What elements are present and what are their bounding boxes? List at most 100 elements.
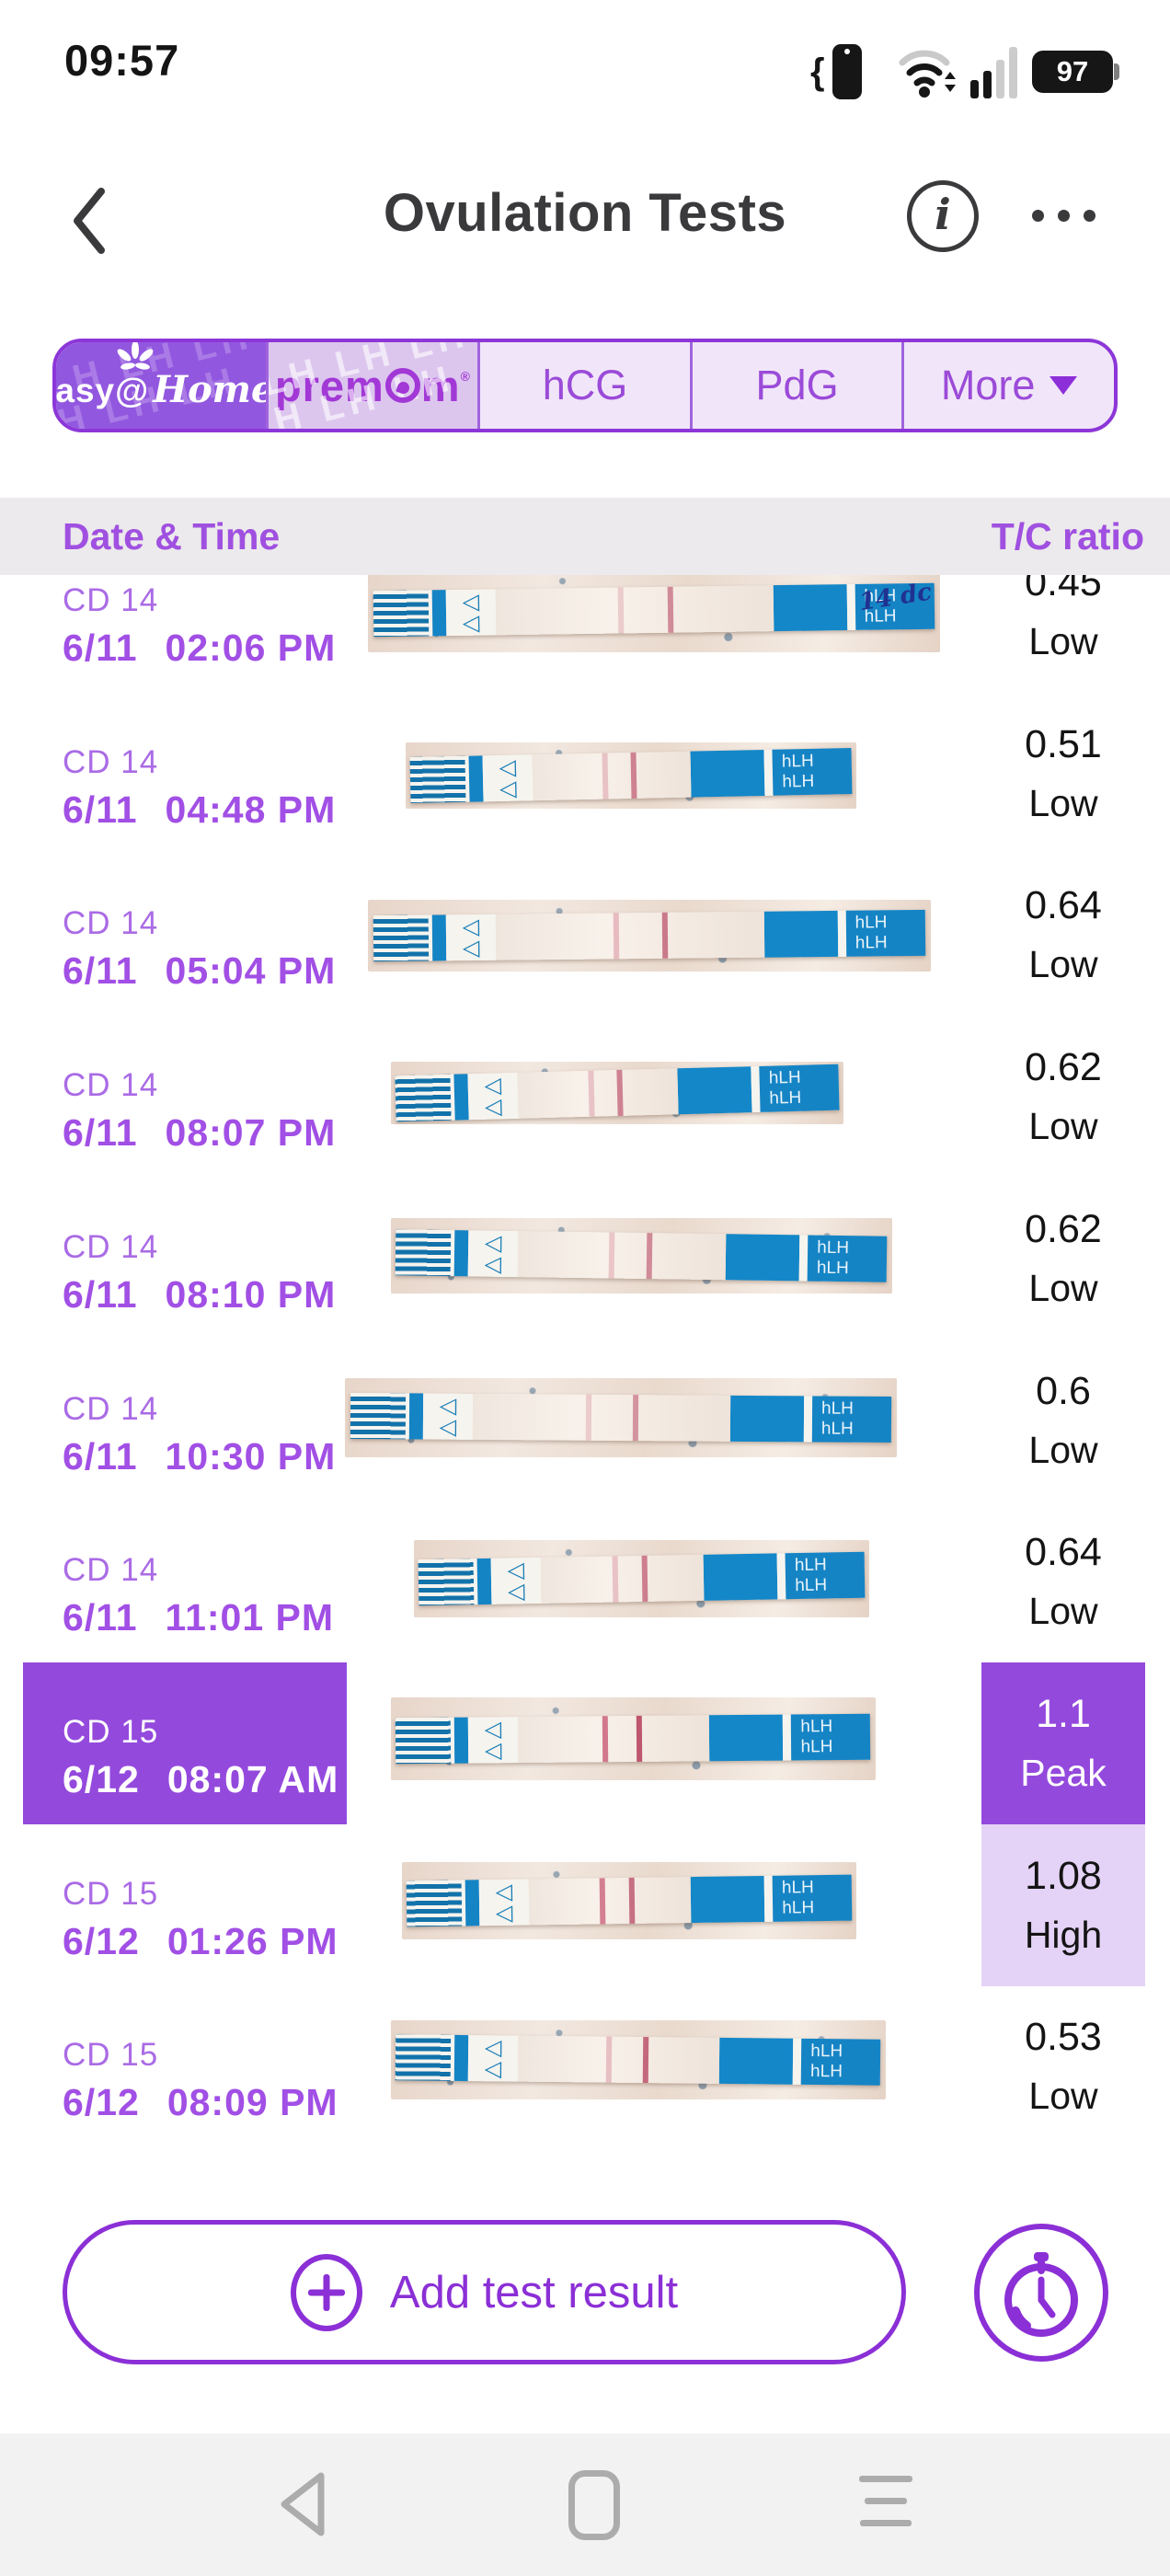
date-time-label: 6/12 08:09 PM	[63, 2081, 338, 2124]
triangle-down-icon	[1050, 376, 1078, 395]
premom-reg: ®	[460, 368, 471, 384]
test-strip-photo[interactable]: ◁ ◁ hLH hLH	[402, 1861, 856, 1939]
test-result-row[interactable]: CD 14 6/11 11:01 PM ◁ ◁ hLH hLH 0.64 Low	[0, 1501, 1170, 1662]
add-test-result-button[interactable]: Add test result	[63, 2220, 906, 2364]
time-label: 10:30 PM	[165, 1434, 337, 1478]
control-line	[632, 1394, 638, 1441]
test-strip-photo[interactable]: ◁ ◁ hLH hLH	[406, 742, 856, 809]
strip-wave-segment	[373, 914, 433, 962]
strip-membrane	[495, 585, 774, 636]
info-button[interactable]: i	[907, 180, 979, 252]
tab-hcg[interactable]: hCG	[477, 342, 690, 429]
level-label: High	[1024, 1913, 1103, 1956]
test-strip-photo[interactable]: ◁ ◁ hLH hLH	[391, 1062, 843, 1125]
strip-blue-bar	[431, 590, 447, 637]
strip-wave-segment	[406, 1880, 466, 1926]
timer-button[interactable]	[974, 2224, 1108, 2362]
time-label: 08:07 AM	[166, 1757, 339, 1800]
test-line	[614, 913, 620, 960]
strip-blue-bar	[453, 1074, 469, 1121]
strip-membrane	[518, 2035, 720, 2085]
strip-membrane	[532, 751, 692, 800]
tab-more[interactable]: More	[901, 342, 1114, 429]
row-ratio-block: 0.64 Low	[981, 1501, 1145, 1662]
test-strip-photo[interactable]: ◁ ◁ hLH hLH	[391, 1696, 876, 1780]
battery-percent: 97	[1056, 55, 1089, 87]
wifi-icon	[899, 50, 956, 98]
nav-back-button[interactable]	[273, 2468, 330, 2540]
test-result-row[interactable]: CD 15 6/12 08:07 AM ◁ ◁ hLH hLH 1.1 Peak	[0, 1662, 1170, 1824]
test-strip-photo[interactable]: ◁ ◁ hLH hLH	[345, 1377, 897, 1457]
cycle-day-label: CD 15	[63, 1875, 159, 1912]
test-result-row[interactable]: CD 14 6/11 08:10 PM ◁ ◁ hLH hLH 0.62 Low	[0, 1178, 1170, 1340]
row-ratio-block: 0.53 Low	[981, 1985, 1145, 2147]
test-line	[587, 1070, 595, 1117]
date-time-label: 6/11 08:10 PM	[63, 1273, 336, 1317]
status-icons: { } 9	[810, 44, 1119, 99]
level-label: Peak	[1020, 1751, 1107, 1794]
test-result-row[interactable]: CD 14 6/11 10:30 PM ◁ ◁ hLH hLH 0.6 Low	[0, 1340, 1170, 1501]
date-time-label: 6/11 02:06 PM	[63, 627, 336, 670]
test-strip-photo[interactable]: ◁ ◁ hLH hLH	[391, 2020, 886, 2100]
row-date-block: CD 14 6/11 11:01 PM	[63, 1552, 334, 1639]
cycle-day-label: CD 15	[63, 2037, 159, 2074]
control-line	[628, 1877, 636, 1924]
easy-home-text-left: easy@	[56, 372, 150, 409]
test-strip-photo[interactable]: ◁ ◁ hLH hLH	[391, 1217, 892, 1294]
strip-wave-segment	[396, 1717, 455, 1765]
tab-hcg-label: hCG	[542, 362, 628, 408]
strip-arrows-icon: ◁ ◁	[467, 1072, 519, 1121]
app-bar: Ovulation Tests i	[0, 166, 1170, 276]
strip-arrows-icon: ◁ ◁	[468, 2035, 519, 2082]
strip-wave-segment	[395, 1074, 455, 1122]
tab-easy-home[interactable]: LH LH LH LH LH LH easy@Home®	[56, 342, 266, 429]
strip-hlh-label: hLH hLH	[785, 1551, 866, 1600]
strip-membrane	[540, 1555, 705, 1604]
overflow-menu-button[interactable]	[1032, 210, 1095, 222]
cycle-day-label: CD 14	[63, 1552, 159, 1589]
strip-hlh-label: hLH hLH	[808, 1235, 888, 1282]
test-strip: ◁ ◁ hLH hLH	[396, 2034, 881, 2087]
test-strip-photo[interactable]: ◁ ◁ hLH hLH 14 dc	[368, 568, 940, 652]
tab-pdg[interactable]: PdG	[689, 342, 902, 429]
nav-menu-button[interactable]	[859, 2476, 912, 2526]
test-result-row[interactable]: CD 15 6/12 01:26 PM ◁ ◁ hLH hLH 1.08 High	[0, 1823, 1170, 1986]
status-bar: 09:57 { }	[0, 0, 1170, 101]
strip-wave-segment	[373, 590, 433, 638]
test-result-row[interactable]: CD 14 6/11 02:06 PM ◁ ◁ hLH hLH 14 dc 0.45 L	[0, 531, 1170, 693]
test-type-tabbar: LH LH LH LH LH LH easy@Home®	[52, 339, 1118, 432]
date-label: 6/11	[63, 1596, 138, 1639]
strip-membrane	[518, 1230, 727, 1281]
tab-premom[interactable]: LH LH LH LH LH LH prem m ®	[265, 342, 478, 429]
test-result-row[interactable]: CD 15 6/12 08:09 PM ◁ ◁ hLH hLH 0.53 Low	[0, 1985, 1170, 2147]
premom-o-icon	[384, 368, 420, 403]
test-result-row[interactable]: CD 14 6/11 08:07 PM ◁ ◁ hLH hLH 0.62 Low	[0, 1016, 1170, 1178]
date-time-label: 6/11 11:01 PM	[63, 1596, 334, 1639]
level-label: Low	[1028, 781, 1098, 824]
test-strip: ◁ ◁ hLH hLH	[395, 1064, 840, 1122]
date-time-label: 6/12 01:26 PM	[63, 1920, 338, 1963]
back-button[interactable]	[68, 186, 110, 256]
date-label: 6/11	[63, 627, 138, 669]
cycle-day-label: CD 14	[63, 905, 159, 942]
status-time: 09:57	[64, 36, 180, 85]
strip-hlh-label: hLH hLH	[811, 1395, 892, 1443]
test-strip-photo[interactable]: ◁ ◁ hLH hLH	[414, 1540, 869, 1618]
cycle-day-label: CD 14	[63, 743, 159, 780]
strip-membrane	[518, 1715, 710, 1763]
test-result-row[interactable]: CD 14 6/11 04:48 PM ◁ ◁ hLH hLH 0.51 Low	[0, 693, 1170, 855]
time-label: 11:01 PM	[165, 1596, 335, 1639]
control-line	[637, 1715, 643, 1762]
test-result-row[interactable]: CD 14 6/11 05:04 PM ◁ ◁ hLH hLH 0.64 Low	[0, 854, 1170, 1016]
date-time-label: 6/12 08:07 AM	[63, 1758, 338, 1801]
time-label: 01:26 PM	[166, 1919, 338, 1962]
easy-home-star-icon	[117, 342, 154, 370]
cycle-day-label: CD 14	[63, 1390, 159, 1427]
strip-blue-block	[703, 1553, 778, 1602]
nav-home-button[interactable]	[568, 2470, 620, 2540]
row-date-block: CD 14 6/11 02:06 PM	[63, 582, 336, 670]
test-strip: ◁ ◁ hLH hLH	[350, 1392, 892, 1443]
chevron-left-icon	[74, 188, 105, 254]
test-strip-photo[interactable]: ◁ ◁ hLH hLH	[368, 900, 931, 972]
vibrate-wave-right: }	[836, 52, 851, 92]
